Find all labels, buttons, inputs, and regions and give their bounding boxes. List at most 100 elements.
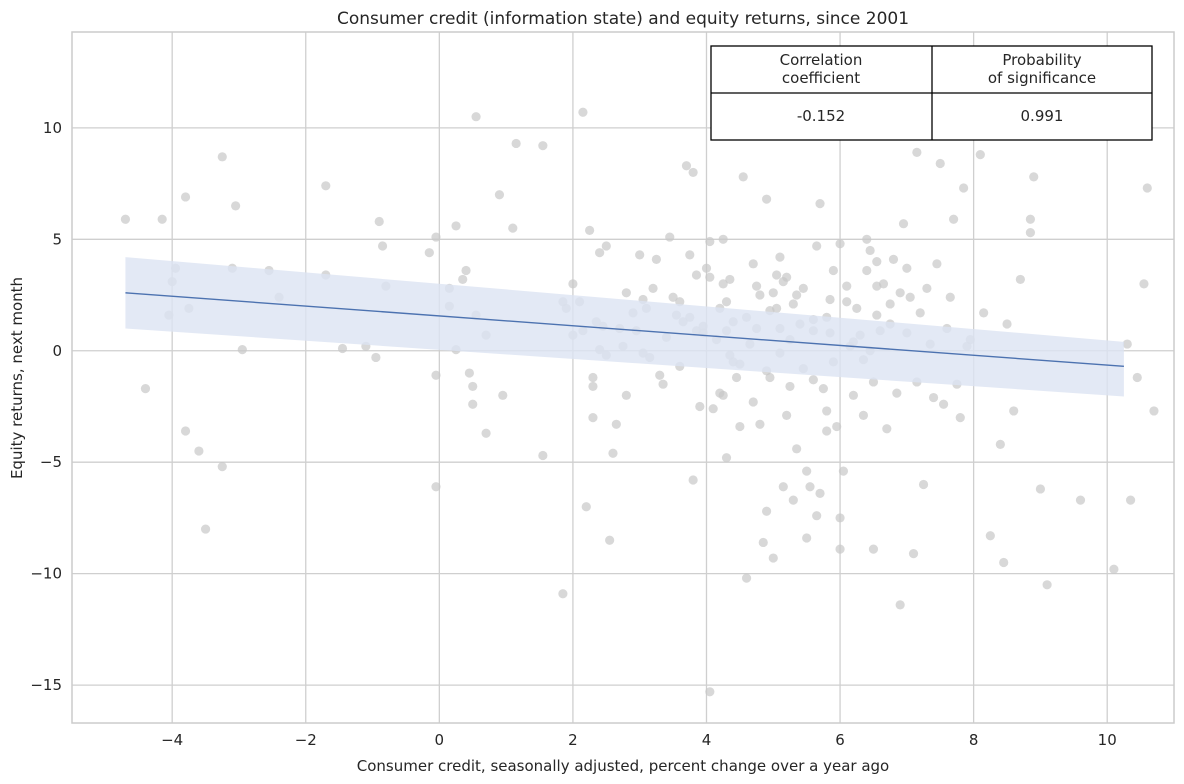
scatter-point xyxy=(758,537,768,548)
scatter-point xyxy=(778,277,788,287)
y-tick-label: −5 xyxy=(40,453,62,471)
x-tick-label: 10 xyxy=(1098,731,1117,749)
scatter-point xyxy=(828,265,838,276)
scatter-point xyxy=(721,453,732,463)
scatter-point xyxy=(835,513,845,523)
scatter-point xyxy=(985,531,995,541)
scatter-point xyxy=(868,377,879,387)
scatter-point xyxy=(688,167,698,178)
scatter-point xyxy=(848,390,859,400)
scatter-point xyxy=(888,254,899,264)
scatter-point xyxy=(918,479,929,490)
scatter-point xyxy=(912,147,922,157)
scatter-point xyxy=(1035,484,1046,494)
table-header-probability-line2: of significance xyxy=(988,69,1096,87)
scatter-point xyxy=(768,553,778,563)
scatter-point xyxy=(708,404,718,414)
scatter-point xyxy=(321,181,331,191)
scatter-point xyxy=(935,158,945,169)
scatter-point xyxy=(721,297,732,307)
scatter-point xyxy=(581,502,591,512)
scatter-point xyxy=(755,419,765,429)
scatter-point xyxy=(731,372,742,383)
chart-title: Consumer credit (information state) and … xyxy=(337,9,909,29)
scatter-point xyxy=(812,241,822,251)
scatter-point xyxy=(1149,406,1159,416)
scatter-point xyxy=(481,428,491,438)
scatter-point xyxy=(685,250,695,260)
scatter-point xyxy=(508,223,518,233)
scatter-point xyxy=(785,381,795,392)
scatter-point xyxy=(494,190,505,200)
x-tick-label: 6 xyxy=(835,731,845,749)
scatter-point xyxy=(461,265,471,276)
scatter-point xyxy=(858,410,869,420)
y-tick-labels: −15 −10 −5 0 5 10 xyxy=(30,119,62,694)
scatter-point xyxy=(778,482,788,492)
scatter-point xyxy=(852,303,862,313)
scatter-point xyxy=(772,270,782,280)
scatter-point xyxy=(458,274,468,285)
scatter-point xyxy=(1042,580,1052,590)
x-axis-title: Consumer credit, seasonally adjusted, pe… xyxy=(357,757,889,775)
scatter-point xyxy=(558,589,568,599)
scatter-point xyxy=(538,141,548,151)
y-tick-label: 5 xyxy=(52,230,62,248)
scatter-point xyxy=(585,225,595,235)
x-tick-label: 4 xyxy=(702,731,712,749)
scatter-point xyxy=(835,544,845,554)
scatter-point xyxy=(798,283,808,293)
scatter-point xyxy=(838,466,849,476)
scatter-point xyxy=(217,152,227,162)
scatter-point xyxy=(842,297,852,307)
scatter-point xyxy=(782,410,792,420)
x-tick-label: 8 xyxy=(969,731,979,749)
scatter-point xyxy=(768,288,778,298)
scatter-point xyxy=(945,292,955,302)
scatter-point xyxy=(681,161,692,171)
scatter-point xyxy=(735,421,745,432)
scatter-point xyxy=(180,426,191,436)
scatter-point xyxy=(718,390,728,400)
scatter-point xyxy=(892,388,902,398)
scatter-point xyxy=(217,462,227,472)
y-tick-label: 10 xyxy=(43,119,62,137)
scatter-point xyxy=(975,149,985,160)
scatter-point xyxy=(812,511,822,521)
scatter-point xyxy=(194,446,204,456)
scatter-point xyxy=(1139,279,1149,289)
scatter-point xyxy=(705,272,715,282)
scatter-point xyxy=(568,279,578,289)
plot-frame xyxy=(71,31,1175,724)
scatter-point xyxy=(705,687,715,697)
scatter-point xyxy=(451,221,461,231)
table-header-correlation-line2: coefficient xyxy=(782,69,860,87)
stats-table: Correlation coefficient Probability of s… xyxy=(710,45,1153,141)
scatter-point xyxy=(872,256,882,267)
scatter-point xyxy=(802,533,812,543)
scatter-point xyxy=(658,379,668,389)
scatter-point xyxy=(1122,339,1132,349)
scatter-point xyxy=(200,524,211,534)
scatter-point xyxy=(805,482,815,492)
scatter-point xyxy=(374,216,384,227)
table-value-correlation: -0.152 xyxy=(797,107,845,125)
scatter-point xyxy=(1015,274,1025,285)
scatter-point xyxy=(792,444,802,454)
scatter-point xyxy=(741,573,752,583)
scatter-point xyxy=(862,234,872,244)
scatter-point xyxy=(1029,172,1039,182)
scatter-point xyxy=(882,424,892,434)
scatter-point xyxy=(701,263,712,273)
scatter-point xyxy=(902,263,912,273)
scatter-point xyxy=(237,345,247,355)
scatter-point xyxy=(1142,183,1152,193)
x-tick-label: −2 xyxy=(295,731,317,749)
scatter-point xyxy=(601,241,611,251)
x-tick-label: 0 xyxy=(435,731,445,749)
scatter-point xyxy=(157,214,167,224)
scatter-point xyxy=(718,234,728,244)
confidence-band xyxy=(125,257,1124,397)
scatter-point xyxy=(818,384,828,394)
